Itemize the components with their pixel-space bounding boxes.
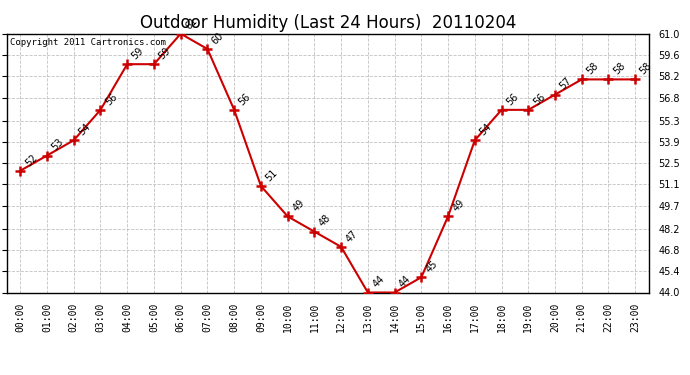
Text: 56: 56 — [104, 91, 119, 107]
Text: 61: 61 — [184, 15, 199, 31]
Text: 59: 59 — [157, 46, 172, 62]
Text: Copyright 2011 Cartronics.com: Copyright 2011 Cartronics.com — [10, 38, 166, 46]
Text: 45: 45 — [424, 259, 440, 274]
Text: 58: 58 — [638, 61, 654, 76]
Title: Outdoor Humidity (Last 24 Hours)  20110204: Outdoor Humidity (Last 24 Hours) 2011020… — [139, 14, 516, 32]
Text: 51: 51 — [264, 167, 279, 183]
Text: 52: 52 — [23, 152, 39, 168]
Text: 58: 58 — [584, 61, 600, 76]
Text: 49: 49 — [451, 198, 466, 214]
Text: 57: 57 — [558, 76, 573, 92]
Text: 54: 54 — [77, 122, 92, 138]
Text: 47: 47 — [344, 228, 359, 244]
Text: 60: 60 — [210, 30, 226, 46]
Text: 44: 44 — [397, 274, 413, 290]
Text: 56: 56 — [504, 91, 520, 107]
Text: 49: 49 — [290, 198, 306, 214]
Text: 53: 53 — [50, 137, 66, 153]
Text: 56: 56 — [237, 91, 253, 107]
Text: 54: 54 — [477, 122, 493, 138]
Text: 56: 56 — [531, 91, 547, 107]
Text: 48: 48 — [317, 213, 333, 229]
Text: 59: 59 — [130, 46, 146, 62]
Text: 44: 44 — [371, 274, 386, 290]
Text: 58: 58 — [611, 61, 627, 76]
